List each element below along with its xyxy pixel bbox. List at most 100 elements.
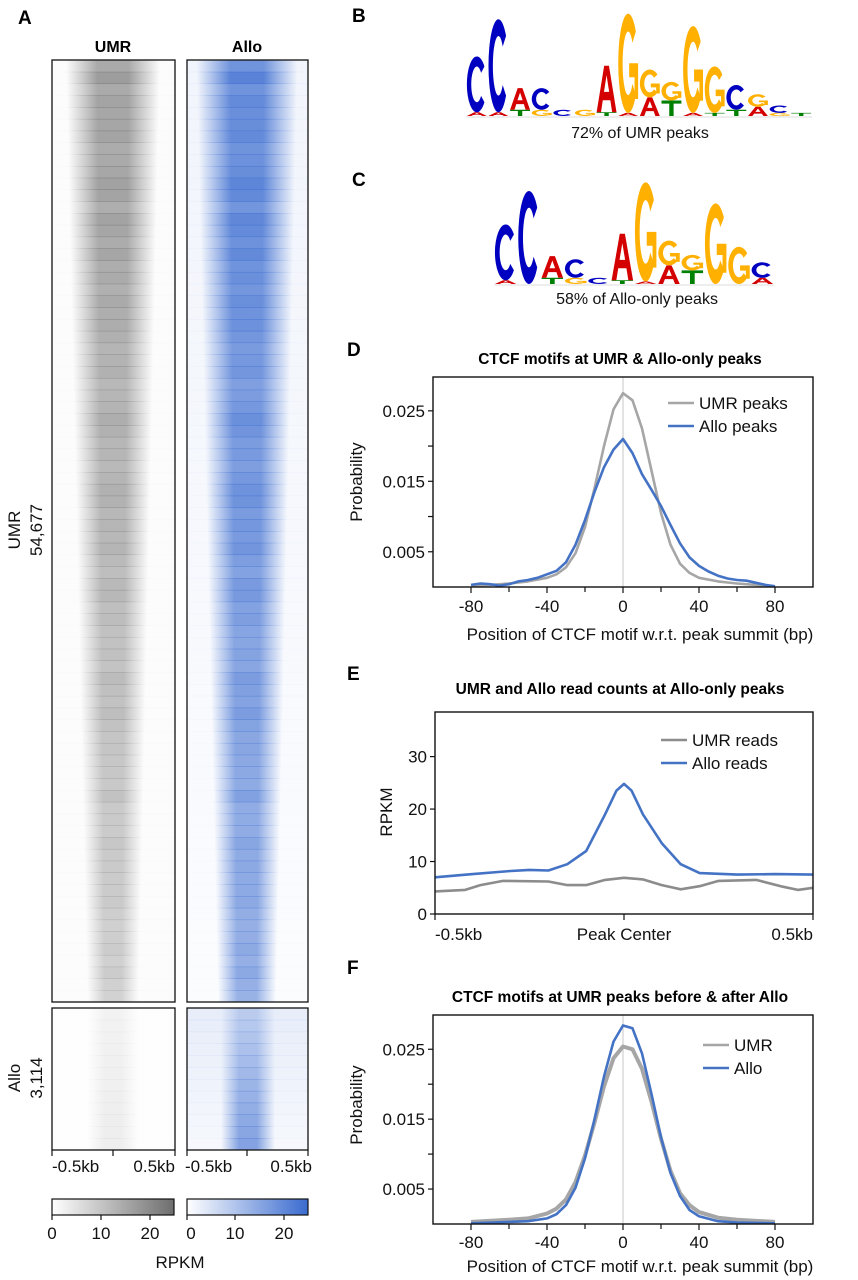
heatmap-row-strip xyxy=(52,448,175,461)
heatmap-row-strip xyxy=(52,719,175,732)
panel-label-d: D xyxy=(347,340,361,361)
heatmap-row-strip xyxy=(52,142,175,155)
logo-letter-c xyxy=(553,109,571,116)
logo-letter-c xyxy=(751,262,771,278)
heatmap-row-strip xyxy=(52,330,175,344)
heatmap-row-strip xyxy=(52,1067,175,1080)
logo-glyph-shape xyxy=(518,191,538,284)
heatmap-row-strip xyxy=(52,542,175,556)
logo-letter-a xyxy=(658,265,680,284)
heatmap-row-strip xyxy=(52,1008,175,1021)
colorbar-umr-tick-20: 20 xyxy=(141,1224,160,1243)
heatmap-row-strip xyxy=(52,931,175,944)
heatmap-row-strip xyxy=(187,189,308,202)
logo-letter-g xyxy=(564,277,587,284)
heatmap-row-strip xyxy=(52,1114,175,1127)
legend-label: Allo reads xyxy=(692,754,768,773)
heatmap-row-strip xyxy=(52,990,175,1003)
heatmap-row-strip xyxy=(187,754,308,767)
heatmap-row-strip xyxy=(187,495,308,508)
row-group-count-allo: 3,114 xyxy=(27,1057,46,1098)
logo-letter-c xyxy=(564,259,584,278)
heatmap-row-strip xyxy=(52,860,175,873)
x-tick-label: -0.5kb xyxy=(435,925,482,944)
logo-letter-t xyxy=(541,277,564,284)
logo-glyph-shape xyxy=(634,182,654,282)
logo-glyph-shape xyxy=(751,262,771,278)
heatmap-row-strip xyxy=(52,660,175,673)
heatmap-row-strip xyxy=(52,1079,175,1092)
heatmap-row-strip xyxy=(52,425,175,438)
logo-glyph-shape xyxy=(791,112,812,116)
logo-letter-g xyxy=(704,66,725,113)
heatmap-row-strip xyxy=(52,436,175,450)
heatmap-row-strip xyxy=(52,95,175,108)
heatmap-row-strip xyxy=(187,319,308,332)
heatmap-row-strip xyxy=(52,731,175,744)
logo-letter-g xyxy=(658,240,680,266)
logo-glyph-shape xyxy=(683,26,701,113)
x-tick-label: Peak Center xyxy=(577,925,672,944)
logo-glyph-shape xyxy=(488,19,507,113)
heatmap-row-strip xyxy=(52,613,175,626)
heatmap-row-strip xyxy=(187,1019,308,1033)
heatmap-row-strip xyxy=(52,554,175,567)
heatmap-row-strip xyxy=(187,201,308,214)
x-tick-label: 40 xyxy=(690,597,709,616)
y-axis-label: RPKM xyxy=(377,787,396,836)
heatmap-row-strip xyxy=(187,107,308,120)
y-tick-label: 0 xyxy=(418,905,427,924)
heatmap-row-strip xyxy=(187,1079,308,1092)
heatmap-row-strip xyxy=(187,554,308,567)
heatmap-x-ticks xyxy=(51,1150,309,1156)
logo-glyph-shape xyxy=(611,280,634,284)
legend-label: UMR xyxy=(734,1036,773,1055)
heatmap-row-strip xyxy=(187,837,308,850)
logo-letter-a xyxy=(747,106,768,116)
row-group-name-umr: UMR xyxy=(5,511,24,550)
heatmap-row-strip xyxy=(52,224,175,238)
logo-glyph-shape xyxy=(618,13,636,113)
heatmap-row-strip xyxy=(52,966,175,979)
heatmap-row-strip xyxy=(187,872,308,885)
heatmap-row-strip xyxy=(187,990,308,1003)
heatmap-row-strip xyxy=(52,766,175,779)
logo-letter-g xyxy=(683,26,704,113)
logo-letter-g xyxy=(634,182,657,282)
heatmap-row-strip xyxy=(187,672,308,685)
heatmap-row-strip xyxy=(52,177,175,191)
heatmap-row-strip xyxy=(187,1031,308,1044)
heatmap-row-strip xyxy=(52,260,175,273)
logo-letter-t xyxy=(510,109,531,116)
logo-letter-a xyxy=(683,112,704,116)
logo-glyph-shape xyxy=(531,88,550,110)
heatmap-row-strip xyxy=(52,107,175,120)
logo-letter-t xyxy=(791,112,812,116)
logo-glyph-shape xyxy=(588,277,608,284)
heatmap-row-strip xyxy=(187,1043,308,1056)
heatmap-row-strip xyxy=(187,742,308,756)
heatmap-row-strip xyxy=(52,401,175,414)
logo-glyph-shape xyxy=(650,83,660,94)
heatmap-row-strip xyxy=(187,943,308,956)
heatmap-row-strip xyxy=(52,319,175,332)
logo-glyph-shape xyxy=(618,112,639,116)
logo-letter-g xyxy=(574,109,595,116)
logo-letter-c xyxy=(518,191,538,284)
heatmap-row-strip xyxy=(52,460,175,473)
heatmap-row-strip xyxy=(52,154,175,167)
y-tick-label: 0.025 xyxy=(382,402,425,421)
y-tick-label: 0.015 xyxy=(382,472,425,491)
series-line-allo-peaks xyxy=(470,437,776,588)
legend-label: UMR peaks xyxy=(699,394,788,413)
heatmap-row-strip xyxy=(187,966,308,979)
x-tick-label: 0 xyxy=(618,1233,627,1252)
colorbar-umr-tick-10: 10 xyxy=(92,1224,111,1243)
heatmap-row-strip xyxy=(187,766,308,779)
heatmap-row-strip xyxy=(187,919,308,932)
heatmap-row-strip xyxy=(52,307,175,320)
heatmap-row-strip xyxy=(187,260,308,273)
logo-letter-g xyxy=(747,94,768,107)
heatmap-row-strip xyxy=(187,778,308,791)
heatmap-row-strip xyxy=(187,248,308,261)
